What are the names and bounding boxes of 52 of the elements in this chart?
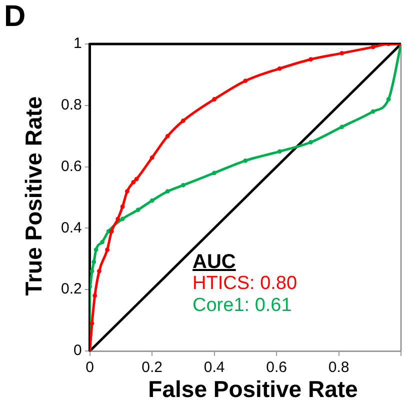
point [120,204,125,209]
y-tick-label: 0 [74,342,82,360]
point [94,247,98,252]
point [96,268,102,274]
point [116,216,120,222]
point [134,176,139,182]
point [150,155,154,160]
point [212,97,217,102]
point [308,140,313,144]
y-tick-label: 1 [74,35,82,52]
y-axis-title: True Positive Rate [20,96,48,296]
point [370,44,376,50]
point [105,247,110,252]
y-tick-label: 0.4 [60,219,82,236]
point [340,124,344,130]
point [124,189,130,194]
point [340,51,344,56]
chart-title: D [4,0,26,34]
legend-title: AUC [192,251,237,273]
point [92,260,96,264]
y-tick-label: 0.2 [60,280,82,298]
point [150,198,154,203]
point [212,170,217,176]
point [136,208,140,212]
point [90,268,94,274]
x-axis-title: False Positive Rate [147,376,359,403]
point [100,240,104,244]
x-tick-label: 0.2 [142,359,163,376]
point [180,118,186,123]
y-tick-label: 0.8 [60,96,82,114]
point [308,57,313,62]
point [92,294,98,298]
point [277,149,282,154]
x-tick-label: 0.8 [328,359,350,376]
point [120,216,125,222]
point [131,180,136,184]
point [109,229,114,234]
point [243,158,248,163]
x-tick-label: 0 [86,359,94,376]
y-tick-label: 0.6 [60,158,82,175]
x-tick-label: 0.6 [266,359,287,376]
point [243,78,248,84]
text: HTICS: 0.80 [192,273,298,295]
point [165,189,170,194]
point [277,66,282,71]
point [386,97,391,102]
point [90,321,94,326]
point [370,109,376,114]
point [180,183,186,188]
x-tick-label: 0.4 [204,359,225,376]
text: Core1: 0.61 [192,295,293,317]
point [165,134,170,138]
